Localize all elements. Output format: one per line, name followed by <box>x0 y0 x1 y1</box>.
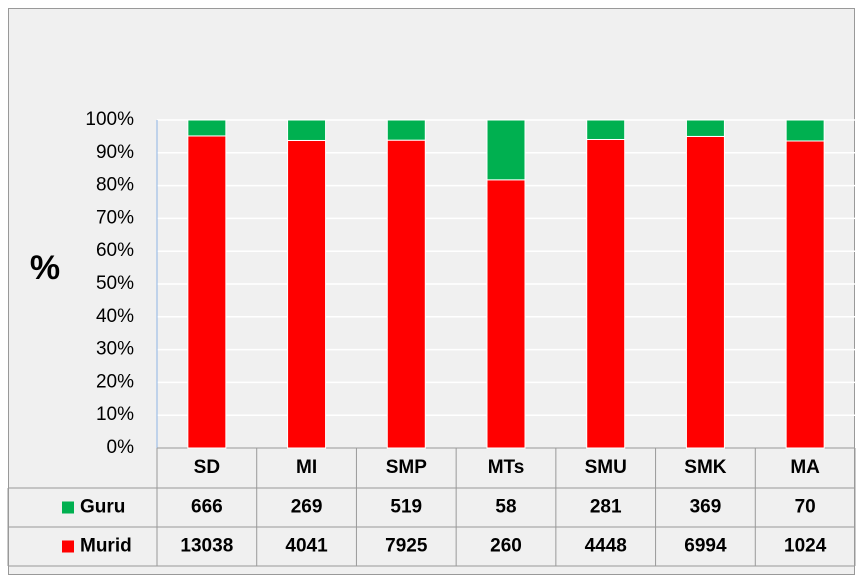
x-tick-label: MI <box>296 457 317 478</box>
x-tick-label: SMP <box>386 457 428 478</box>
table-value: 519 <box>390 497 422 518</box>
table-value: 1024 <box>784 536 827 557</box>
bar-segment <box>187 119 227 137</box>
legend-label: Murid <box>80 536 132 557</box>
table-value: 666 <box>191 497 223 518</box>
table-value: 281 <box>590 497 622 518</box>
y-tick-label: 20% <box>96 371 134 392</box>
bar-segment <box>486 119 526 181</box>
y-tick-label: 0% <box>107 437 135 458</box>
table-value: 7925 <box>385 536 428 557</box>
legend-swatch <box>62 501 74 514</box>
bar-segment <box>287 139 327 449</box>
y-tick-label: 30% <box>96 339 134 360</box>
table-value: 260 <box>490 536 522 557</box>
y-tick-label: 10% <box>96 404 134 425</box>
bar-segment <box>785 119 825 142</box>
bar-segment <box>785 140 825 449</box>
bar-segment <box>586 119 626 140</box>
y-tick-label: 100% <box>85 109 134 130</box>
y-tick-label: 90% <box>96 142 134 163</box>
table-value: 6994 <box>684 536 727 557</box>
table-value: 58 <box>495 497 516 518</box>
table-value: 4041 <box>285 536 328 557</box>
y-tick-label: 70% <box>96 207 134 228</box>
chart-frame <box>8 8 855 575</box>
table-value: 369 <box>690 497 722 518</box>
table-value: 70 <box>795 497 816 518</box>
bar-segment <box>386 119 426 141</box>
legend-swatch <box>62 540 74 553</box>
x-tick-label: SMU <box>585 457 627 478</box>
bar-segment <box>685 119 725 137</box>
bar-segment <box>386 139 426 449</box>
x-tick-label: MA <box>790 457 820 478</box>
bar-segment <box>287 119 327 141</box>
bar-segment <box>486 179 526 449</box>
x-tick-label: SD <box>194 457 220 478</box>
y-tick-label: 80% <box>96 175 134 196</box>
table-value: 4448 <box>585 536 627 557</box>
y-tick-label: 40% <box>96 306 134 327</box>
y-tick-label: 50% <box>96 273 134 294</box>
y-tick-label: 60% <box>96 240 134 261</box>
table-value: 13038 <box>180 536 233 557</box>
x-tick-label: MTs <box>488 457 525 478</box>
legend-label: Guru <box>80 497 125 518</box>
y-axis-label: % <box>30 249 60 287</box>
table-value: 269 <box>291 497 323 518</box>
bar-segment <box>685 135 725 449</box>
x-tick-label: SMK <box>684 457 727 478</box>
bar-segment <box>586 138 626 449</box>
bar-segment <box>187 135 227 449</box>
